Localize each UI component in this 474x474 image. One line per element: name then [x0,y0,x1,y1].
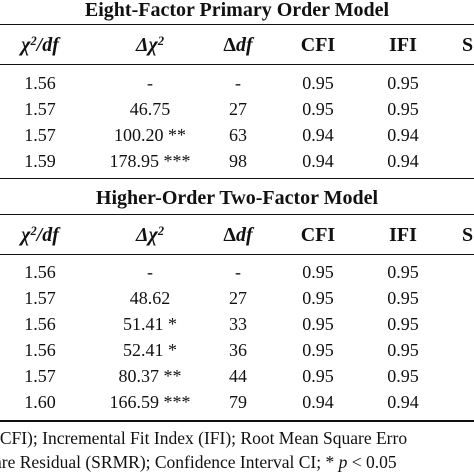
cell-delta-df: 98 [229,151,247,171]
header-delta-df: Δdf [223,224,253,246]
cell-cfi: 0.95 [302,340,334,360]
section1-title-rule [0,24,474,25]
cell-delta-df: 36 [229,340,247,360]
cell-ifi: 0.94 [387,392,419,412]
header-cfi: CFI [300,224,336,246]
cell-cfi: 0.95 [302,288,334,308]
cell-cfi: 0.95 [302,314,334,334]
cell-ifi: 0.94 [387,151,419,171]
cell-ifi: 0.95 [387,288,419,308]
cell-ifi: 0.95 [387,314,419,334]
cell-chi-df: 1.57 [24,288,56,308]
cell-chi-df: 1.59 [24,151,56,171]
header-delta-df: Δdf [223,34,253,56]
table-bottom-rule [0,420,474,422]
cell-chi-df: 1.57 [24,99,56,119]
cell-delta-chi: 178.95 *** [109,151,191,171]
cell-chi-df: 1.57 [24,125,56,145]
cell-cfi: 0.94 [302,151,334,171]
cell-chi-df: 1.56 [24,262,56,282]
cell-delta-chi: 100.20 ** [114,125,186,145]
cell-cfi: 0.95 [302,262,334,282]
cell-chi-df: 1.56 [24,314,56,334]
cell-cfi: 0.94 [302,125,334,145]
header-chi-df: χ2/df [21,34,59,56]
cell-chi-df: 1.57 [24,366,56,386]
cell-delta-chi: - [147,262,153,282]
cell-cfi: 0.94 [302,392,334,412]
header-cut: S [462,224,474,246]
cell-ifi: 0.95 [387,73,419,93]
section2-title-rule [0,214,474,215]
header-delta-chi: Δχ2 [135,224,165,246]
cell-delta-df: 79 [229,392,247,412]
cell-delta-df: 27 [229,99,247,119]
cell-delta-chi: 46.75 [129,99,171,119]
cell-ifi: 0.94 [387,125,419,145]
cell-ifi: 0.95 [387,99,419,119]
cell-chi-df: 1.56 [24,340,56,360]
cell-delta-df: 44 [229,366,247,386]
section1-header-rule [0,64,474,65]
cell-delta-df: - [235,73,241,93]
header-ifi: IFI [389,224,417,246]
cell-delta-df: 33 [229,314,247,334]
header-ifi: IFI [389,34,417,56]
header-cfi: CFI [300,34,336,56]
section2-title: Higher-Order Two-Factor Model [95,187,379,209]
cell-delta-df: 63 [229,125,247,145]
footnote-line-1: (CFI); Incremental Fit Index (IFI); Root… [0,428,408,448]
header-delta-chi: Δχ2 [135,34,165,56]
cell-cfi: 0.95 [302,73,334,93]
cell-delta-chi: 166.59 *** [109,392,191,412]
section1-bottom-rule [0,178,474,179]
cell-chi-df: 1.56 [24,73,56,93]
cell-ifi: 0.95 [387,262,419,282]
cell-delta-chi: 51.41 * [123,314,177,334]
cell-delta-chi: 80.37 ** [118,366,182,386]
section1-title: Eight-Factor Primary Order Model [84,0,390,21]
cell-ifi: 0.95 [387,340,419,360]
cell-cfi: 0.95 [302,99,334,119]
cell-delta-chi: 52.41 * [123,340,177,360]
cell-delta-df: - [235,262,241,282]
cell-delta-df: 27 [229,288,247,308]
cell-delta-chi: 48.62 [129,288,171,308]
cell-chi-df: 1.60 [24,392,56,412]
header-cut: S [462,34,474,56]
cell-ifi: 0.95 [387,366,419,386]
header-chi-df: χ2/df [21,224,59,246]
cell-cfi: 0.95 [302,366,334,386]
footnote-line-2: are Residual (SRMR); Confidence Interval… [0,452,397,472]
section2-header-rule [0,254,474,255]
cell-delta-chi: - [147,73,153,93]
